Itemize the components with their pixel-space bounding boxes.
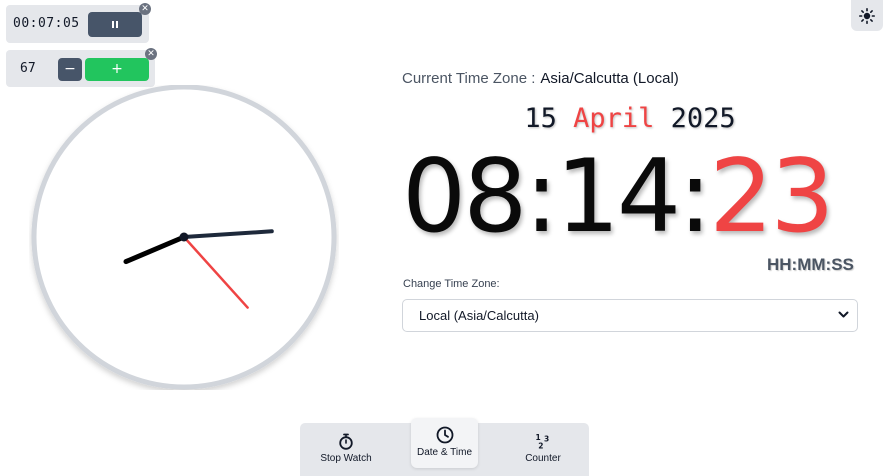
nav-label: Stop Watch bbox=[320, 453, 372, 464]
chevron-down-icon bbox=[838, 311, 849, 318]
clock-second-hand bbox=[182, 235, 249, 309]
pause-icon bbox=[111, 21, 119, 28]
timezone-label: Current Time Zone : bbox=[402, 70, 536, 87]
stopwatch-pause-button[interactable] bbox=[88, 12, 142, 37]
stopwatch-time: 00:07:05 bbox=[13, 16, 80, 31]
nav-date-time[interactable]: Date & Time bbox=[411, 418, 478, 468]
theme-toggle-button[interactable] bbox=[851, 0, 883, 31]
clock-icon bbox=[436, 426, 453, 444]
nav-stopwatch[interactable]: Stop Watch bbox=[308, 423, 384, 476]
date-year: 2025 bbox=[670, 103, 736, 134]
time-separator: : bbox=[524, 137, 559, 255]
counter-icon: 1 3 2 bbox=[536, 433, 550, 451]
timezone-value: Asia/Calcutta (Local) bbox=[540, 70, 679, 87]
nav-label: Counter bbox=[525, 453, 561, 464]
timezone-select[interactable]: Local (Asia/Calcutta) bbox=[402, 299, 858, 332]
bottom-nav: Stop Watch Date & Time 1 3 2 Counter bbox=[300, 418, 589, 476]
counter-widget: 67 − + ✕ bbox=[6, 48, 157, 87]
time-format-label: HH:MM:SS bbox=[767, 255, 854, 274]
nav-counter[interactable]: 1 3 2 Counter bbox=[508, 423, 578, 476]
nav-label: Date & Time bbox=[416, 447, 473, 458]
time-minutes: 14 bbox=[555, 137, 682, 255]
sun-icon bbox=[859, 7, 875, 24]
analog-clock bbox=[31, 85, 337, 390]
stopwatch-icon bbox=[339, 433, 353, 450]
stopwatch-widget: 00:07:05 ✕ bbox=[6, 3, 151, 43]
date-day: 15 bbox=[524, 103, 557, 134]
time-hours: 08 bbox=[402, 137, 528, 255]
timezone-select-value: Local (Asia/Calcutta) bbox=[419, 308, 539, 323]
counter-value: 67 bbox=[20, 61, 36, 76]
counter-decrement-button[interactable]: − bbox=[58, 58, 82, 81]
clock-center-pin bbox=[179, 232, 189, 242]
time-seconds: 23 bbox=[709, 137, 835, 255]
clock-minute-hand bbox=[182, 229, 274, 239]
date-display: 15 April 2025 bbox=[402, 103, 858, 134]
svg-text:1: 1 bbox=[536, 433, 541, 442]
clock-hour-hand bbox=[123, 234, 187, 265]
digital-time: 08:14:23 bbox=[402, 136, 862, 256]
stopwatch-close-icon[interactable]: ✕ bbox=[139, 3, 151, 15]
counter-close-icon[interactable]: ✕ bbox=[145, 48, 157, 60]
svg-text:2: 2 bbox=[538, 442, 543, 451]
current-timezone: Current Time Zone : Asia/Calcutta (Local) bbox=[402, 70, 679, 87]
change-timezone-label: Change Time Zone: bbox=[403, 278, 500, 290]
svg-text:3: 3 bbox=[544, 435, 549, 444]
date-month: April bbox=[573, 103, 655, 134]
counter-increment-button[interactable]: + bbox=[85, 58, 149, 81]
time-separator: : bbox=[678, 137, 712, 255]
